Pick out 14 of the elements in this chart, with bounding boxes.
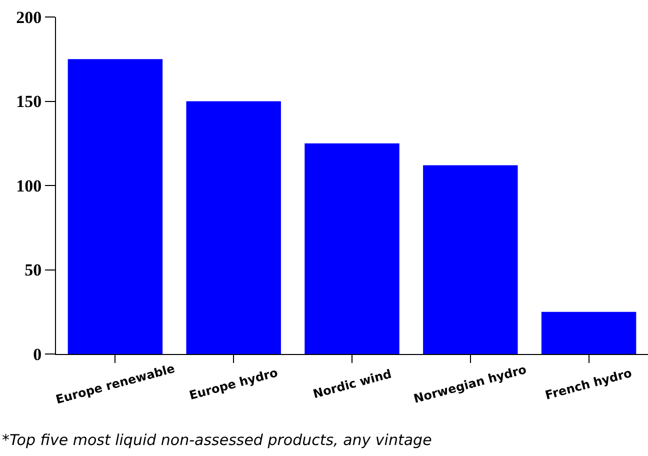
- y-tick-label: 0: [33, 344, 42, 364]
- y-tick-label: 50: [24, 260, 42, 280]
- bar: [68, 59, 163, 354]
- x-tick-label: Nordic wind: [312, 366, 393, 402]
- x-tick-label: Europe hydro: [188, 366, 280, 403]
- text: *Top five most liquid non-assessed products, any vintage: [2, 431, 432, 449]
- y-tick-label: 200: [16, 8, 42, 27]
- y-tick-label: 100: [16, 176, 42, 196]
- y-tick-label: 150: [16, 92, 42, 112]
- bar: [541, 312, 636, 354]
- bar: [423, 165, 518, 354]
- bar: [186, 101, 281, 354]
- bar: [304, 143, 400, 354]
- x-tick-label: French hydro: [544, 366, 634, 402]
